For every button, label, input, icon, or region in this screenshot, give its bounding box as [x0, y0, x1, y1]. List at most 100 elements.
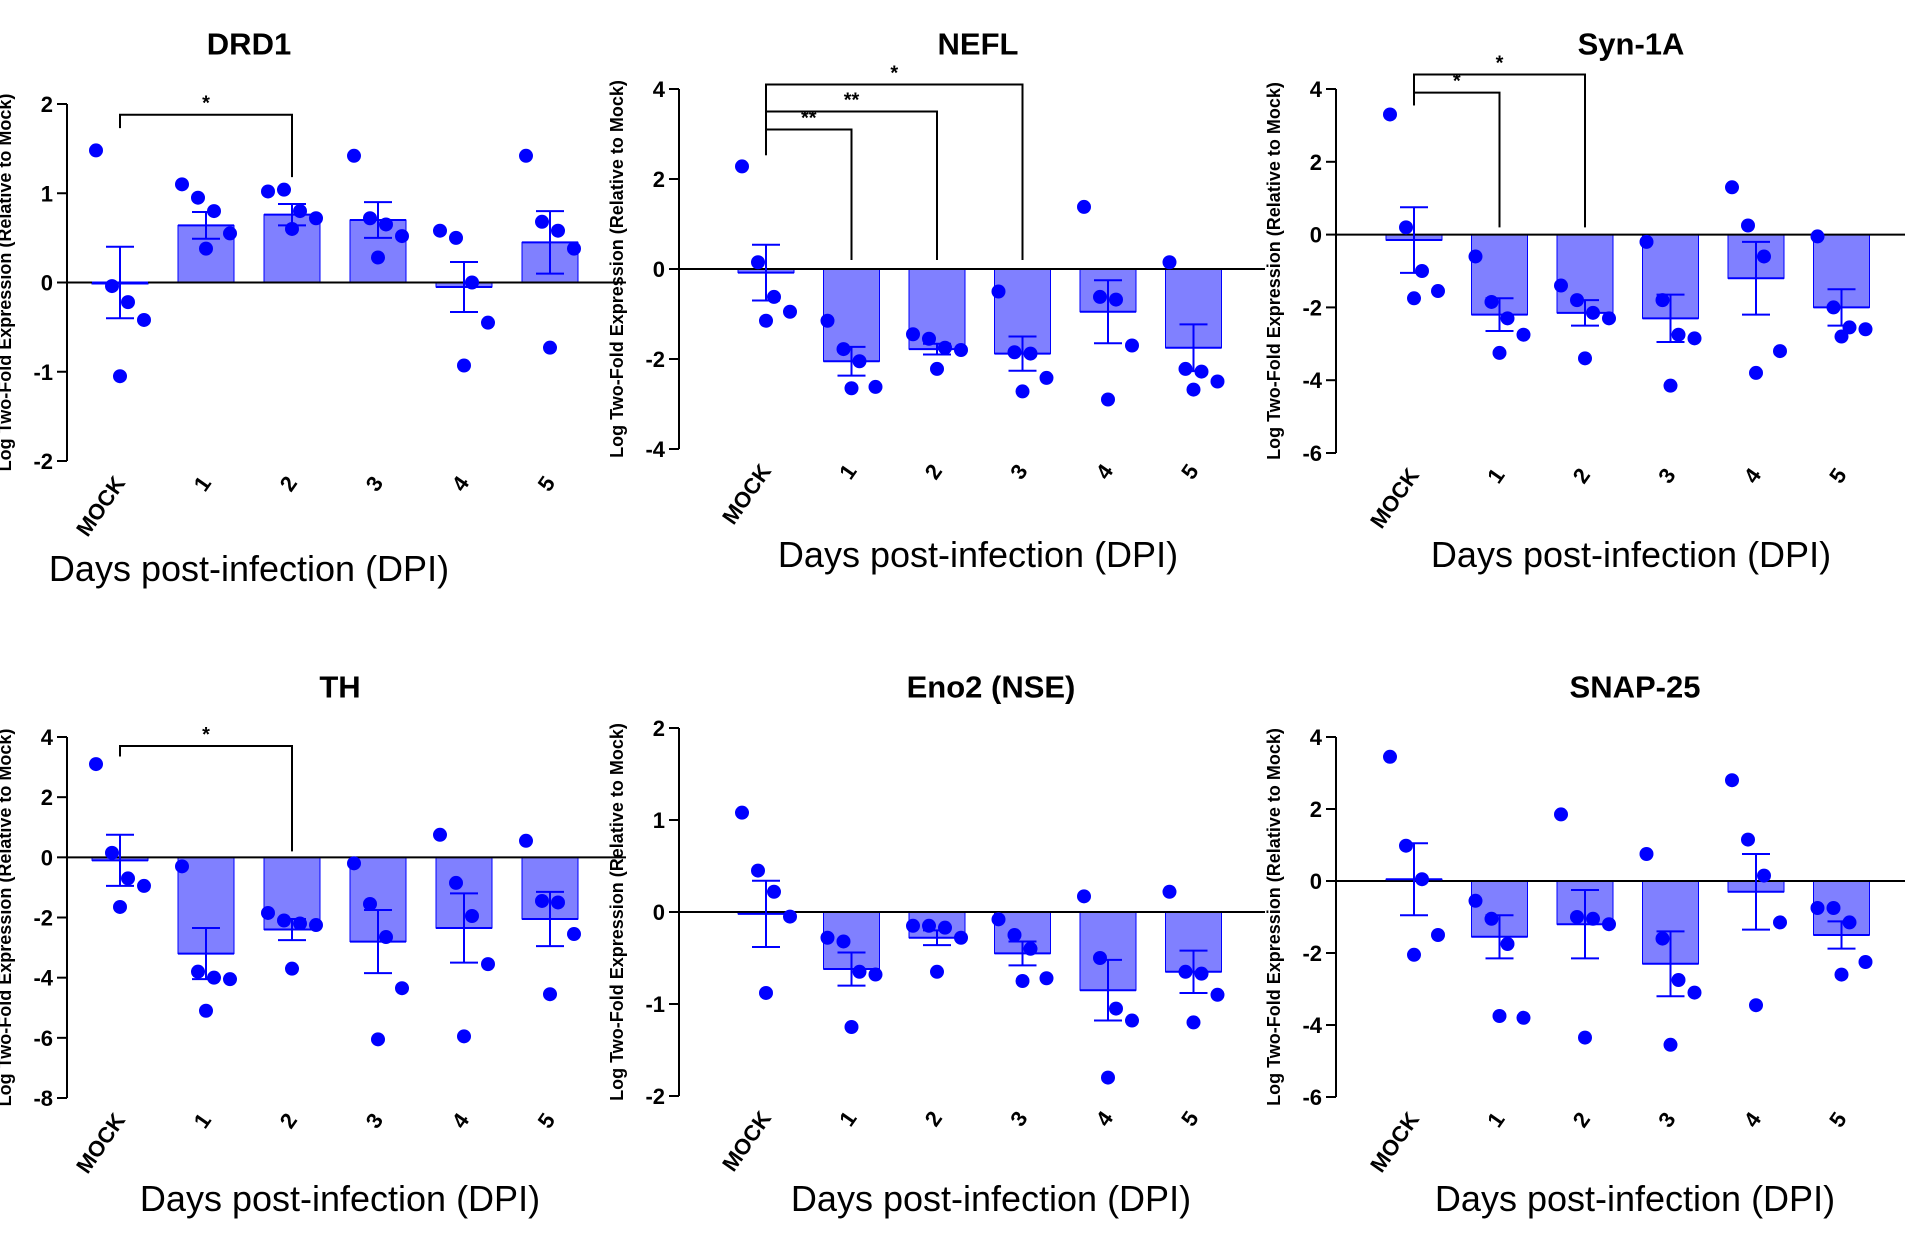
data-point	[930, 964, 944, 979]
x-tick-label: 2	[920, 1107, 948, 1131]
x-tick-label: 5	[1176, 1107, 1204, 1131]
y-tick-label: -2	[33, 449, 53, 474]
data-point	[1399, 220, 1413, 235]
data-point	[395, 981, 409, 996]
data-point	[481, 957, 495, 972]
data-point	[277, 182, 291, 197]
data-point	[1570, 910, 1584, 924]
data-point	[363, 896, 377, 911]
data-point	[567, 927, 581, 942]
data-point	[121, 871, 135, 886]
y-axis-label: Log Two-Fold Expression (Relative to Moc…	[1264, 728, 1284, 1106]
data-point	[930, 361, 944, 376]
data-point	[1039, 370, 1054, 385]
data-point	[938, 340, 952, 355]
data-point	[852, 964, 867, 979]
y-tick-label: 0	[653, 257, 665, 282]
data-point	[1655, 931, 1670, 946]
y-tick-label: 0	[1310, 223, 1322, 248]
x-tick-label: 4	[447, 471, 475, 496]
significance-label: *	[202, 93, 210, 115]
data-point	[113, 369, 127, 384]
data-point	[433, 827, 447, 842]
data-point	[751, 255, 765, 270]
y-tick-label: -6	[33, 1026, 53, 1051]
y-tick-label: -2	[645, 1084, 665, 1109]
data-point	[759, 313, 773, 328]
data-point	[1101, 392, 1115, 407]
data-point	[1725, 180, 1739, 195]
y-tick-label: 2	[1310, 797, 1322, 822]
x-tick-label: 4	[1091, 459, 1119, 484]
data-point	[89, 757, 103, 772]
y-axis-label: Log Two-Fold Expression (Relative to Moc…	[607, 80, 627, 458]
data-point	[751, 863, 765, 878]
chart-panel-6: SNAP-25 Log Two-Fold Expression (Relative…	[1264, 669, 1905, 1219]
data-point	[1516, 327, 1531, 342]
data-point	[285, 961, 299, 976]
data-point	[207, 204, 221, 219]
data-point	[1834, 329, 1849, 344]
data-point	[543, 987, 557, 1002]
data-point	[767, 289, 781, 304]
data-point	[954, 343, 968, 357]
y-tick-label: 0	[41, 845, 53, 870]
data-point	[1492, 1009, 1507, 1023]
significance-bracket	[119, 113, 293, 178]
data-point	[347, 148, 361, 163]
data-point	[1826, 300, 1841, 315]
y-axis-label: Log Two-Fold Expression (Relative to Moc…	[607, 723, 627, 1101]
data-point	[1023, 941, 1038, 956]
x-tick-label: 1	[834, 460, 862, 484]
data-point	[1407, 291, 1421, 306]
x-tick-label: 2	[275, 1109, 303, 1133]
data-point	[1007, 345, 1022, 360]
y-tick-label: 0	[1310, 869, 1322, 894]
data-point	[836, 342, 851, 357]
data-point	[1671, 327, 1686, 342]
data-point	[868, 967, 883, 982]
data-point	[1602, 311, 1616, 326]
significance-label: *	[890, 63, 898, 85]
y-tick-label: -2	[645, 347, 665, 372]
significance-bracket	[119, 745, 293, 852]
y-tick-label: -4	[1302, 368, 1322, 393]
x-axis-label: Days post-infection (DPI)	[778, 534, 1178, 575]
chart-title: Syn-1A	[1578, 26, 1685, 61]
data-point	[1407, 947, 1421, 962]
data-point	[519, 148, 533, 163]
data-point	[1639, 847, 1654, 861]
data-point	[1663, 1037, 1678, 1052]
data-point	[906, 918, 920, 933]
y-tick-label: 1	[41, 181, 53, 206]
chart-panel-3: Syn-1A Log Two-Fold Expression (Relative …	[1264, 26, 1905, 575]
x-tick-label: 2	[1568, 464, 1596, 488]
data-point	[449, 230, 463, 245]
significance-label: **	[801, 108, 817, 130]
data-point	[1586, 911, 1600, 926]
data-point	[395, 229, 409, 244]
data-point	[1554, 807, 1568, 822]
data-point	[1383, 749, 1397, 764]
significance-label: *	[1453, 71, 1461, 93]
x-tick-label: 3	[361, 472, 389, 496]
data-point	[759, 985, 773, 1000]
data-point	[1757, 868, 1771, 883]
data-point	[551, 895, 565, 910]
data-point	[1125, 338, 1139, 353]
y-tick-label: -2	[33, 906, 53, 931]
data-point	[261, 905, 275, 920]
data-point	[309, 211, 323, 226]
data-point	[1210, 374, 1225, 389]
data-point	[1663, 378, 1678, 393]
data-point	[449, 875, 463, 890]
data-point	[191, 964, 205, 979]
x-tick-label: 5	[533, 1109, 561, 1133]
data-point	[175, 859, 189, 874]
y-tick-label: -6	[1302, 441, 1322, 466]
chart-title: DRD1	[207, 26, 291, 61]
data-point	[543, 340, 557, 355]
data-point	[1093, 951, 1107, 965]
data-point	[535, 214, 549, 229]
y-tick-label: 0	[41, 271, 53, 296]
